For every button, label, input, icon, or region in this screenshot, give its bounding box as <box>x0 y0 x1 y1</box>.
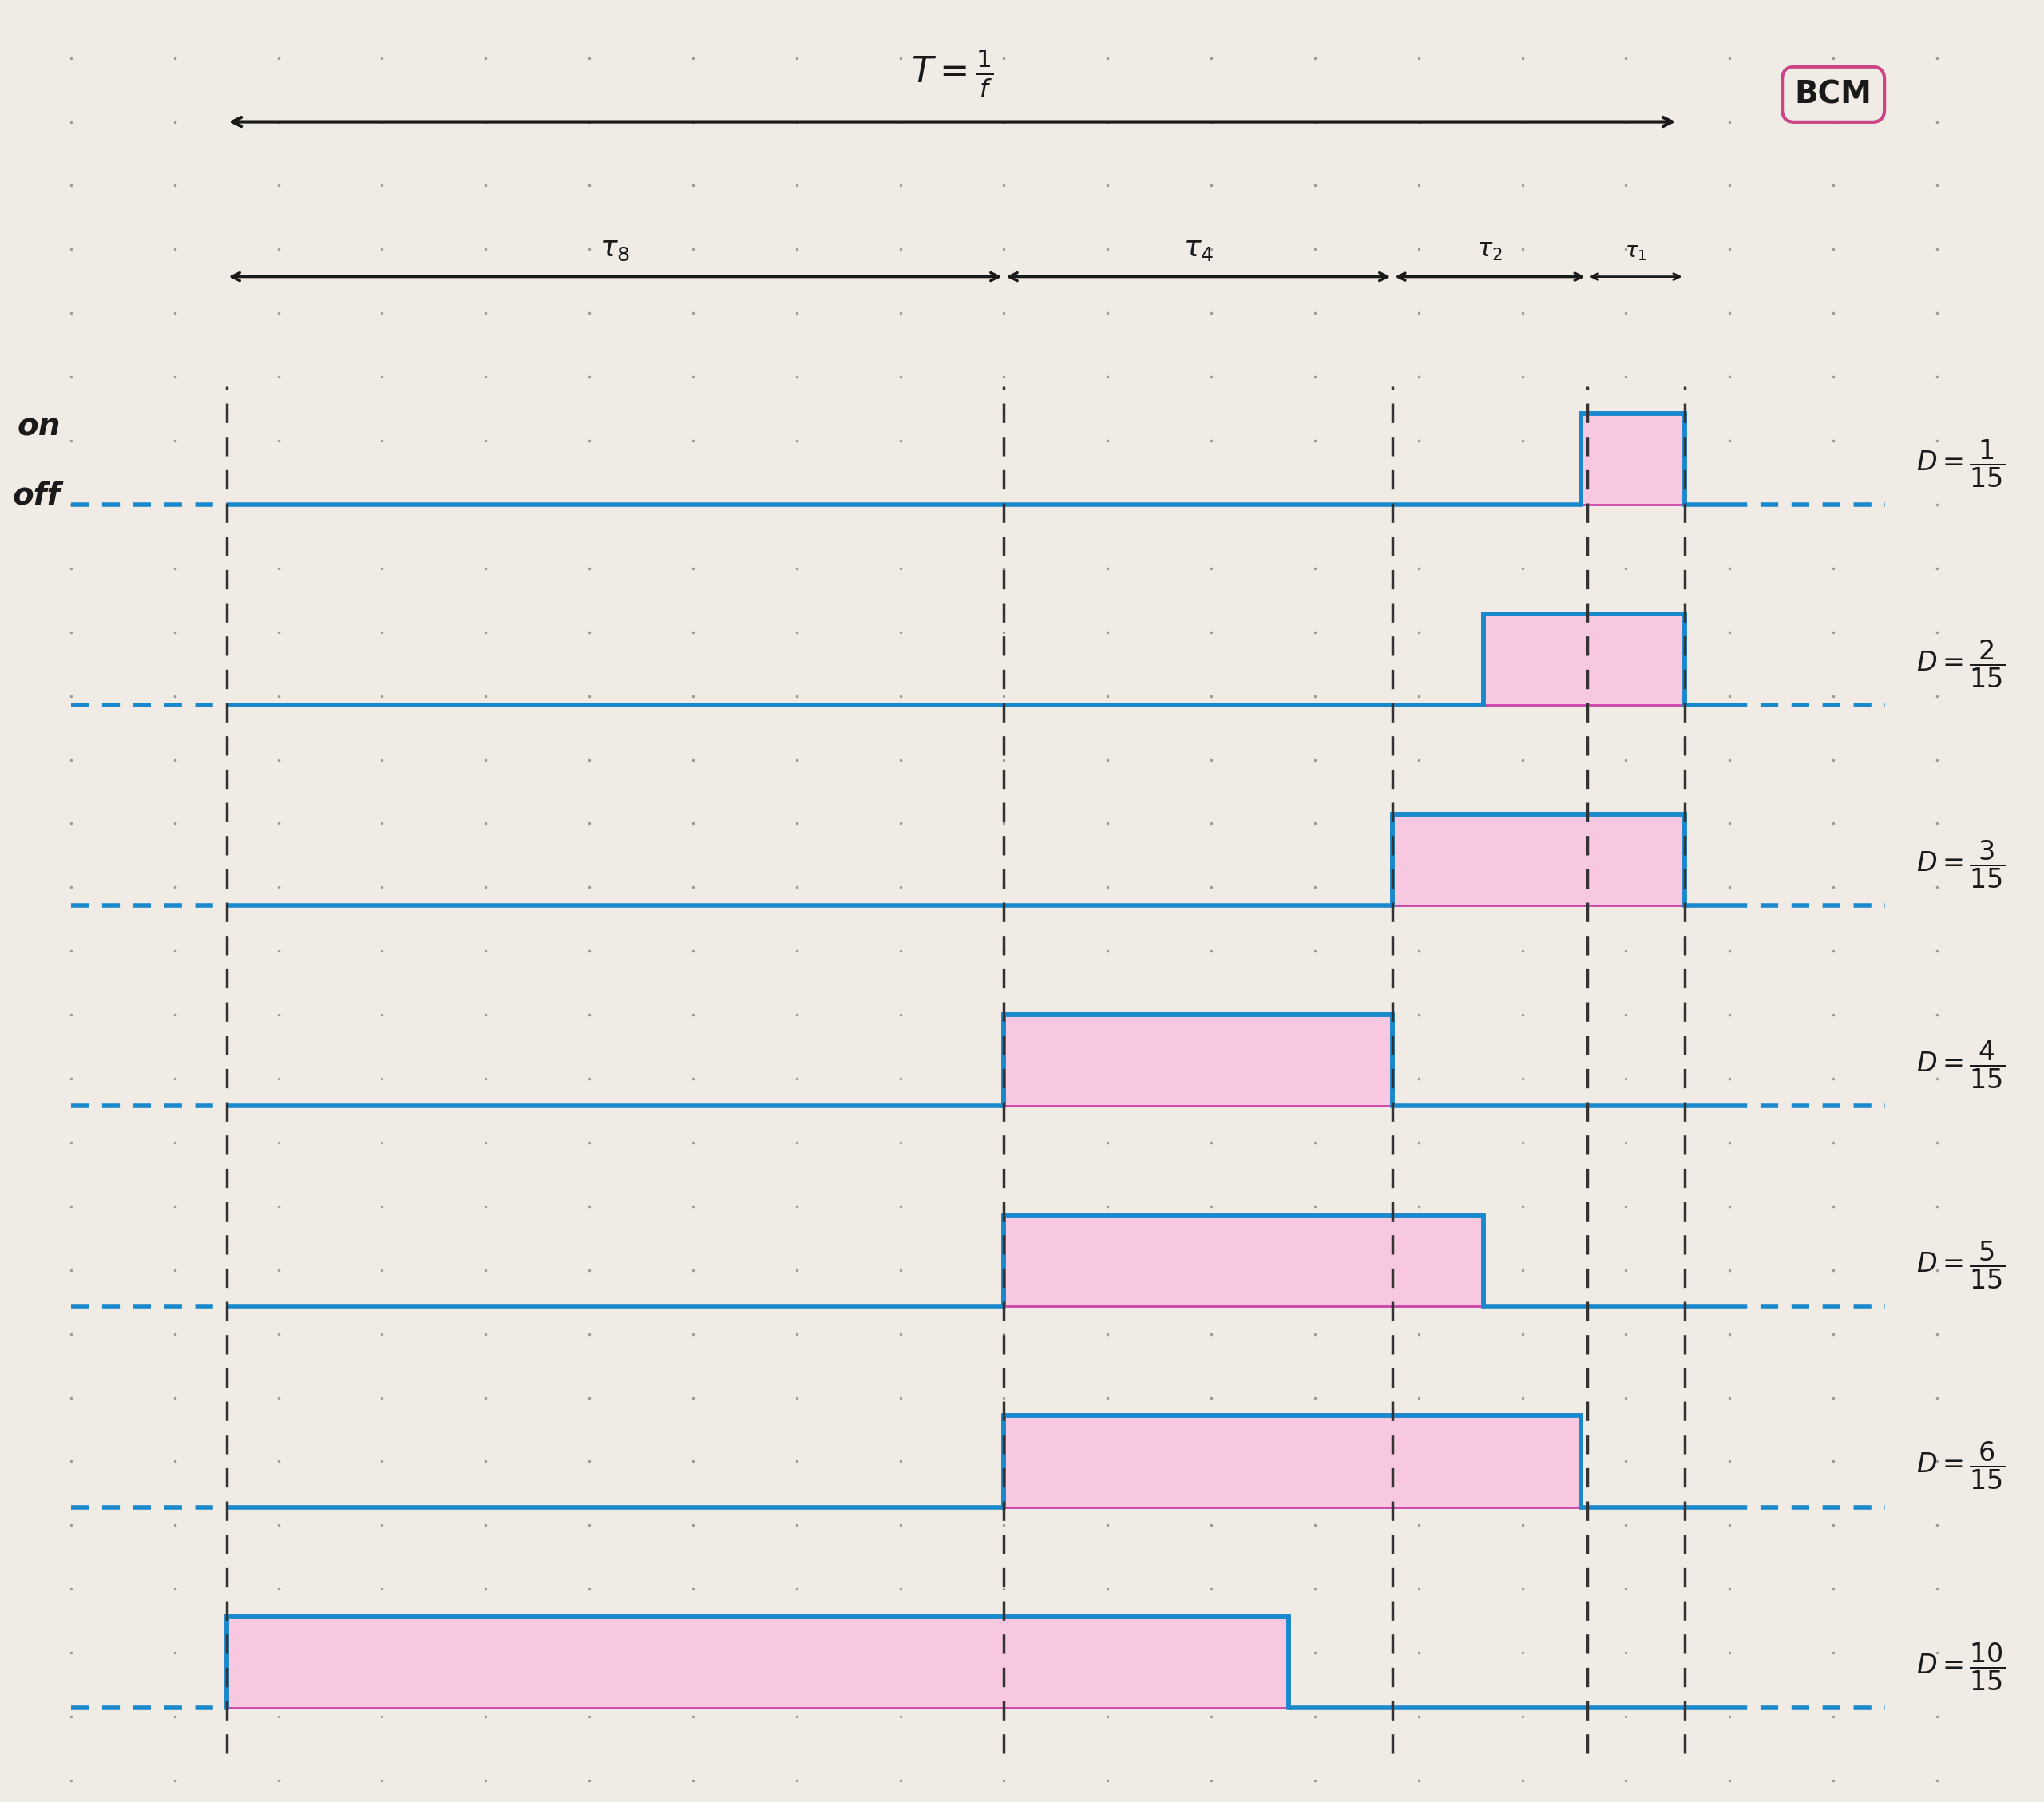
Text: $\tau_4$: $\tau_4$ <box>1183 236 1214 263</box>
Text: $D=\dfrac{2}{15}$: $D=\dfrac{2}{15}$ <box>1917 638 2005 690</box>
Text: BCM: BCM <box>1795 79 1872 110</box>
Text: $D=\dfrac{4}{15}$: $D=\dfrac{4}{15}$ <box>1917 1040 2005 1090</box>
Text: $\tau_1$: $\tau_1$ <box>1625 241 1647 263</box>
Text: $D=\dfrac{10}{15}$: $D=\dfrac{10}{15}$ <box>1917 1642 2005 1692</box>
Bar <box>227 1616 1290 1708</box>
Text: $\tau_8$: $\tau_8$ <box>601 236 630 263</box>
Bar <box>1004 1215 1484 1306</box>
Text: $D=\dfrac{6}{15}$: $D=\dfrac{6}{15}$ <box>1917 1440 2005 1492</box>
Text: $D=\dfrac{3}{15}$: $D=\dfrac{3}{15}$ <box>1917 838 2005 890</box>
Bar <box>1580 413 1684 505</box>
Text: off: off <box>12 481 61 510</box>
Bar <box>1004 1416 1580 1506</box>
Bar <box>1484 614 1684 705</box>
Text: $D=\dfrac{5}{15}$: $D=\dfrac{5}{15}$ <box>1917 1240 2005 1292</box>
Text: on: on <box>16 413 61 441</box>
Bar <box>1392 815 1684 906</box>
Text: $D=\dfrac{1}{15}$: $D=\dfrac{1}{15}$ <box>1917 438 2005 490</box>
Text: $\tau_2$: $\tau_2$ <box>1478 240 1502 263</box>
Text: $T= \frac{1}{f}$: $T= \frac{1}{f}$ <box>912 47 993 99</box>
Bar <box>1004 1015 1392 1106</box>
